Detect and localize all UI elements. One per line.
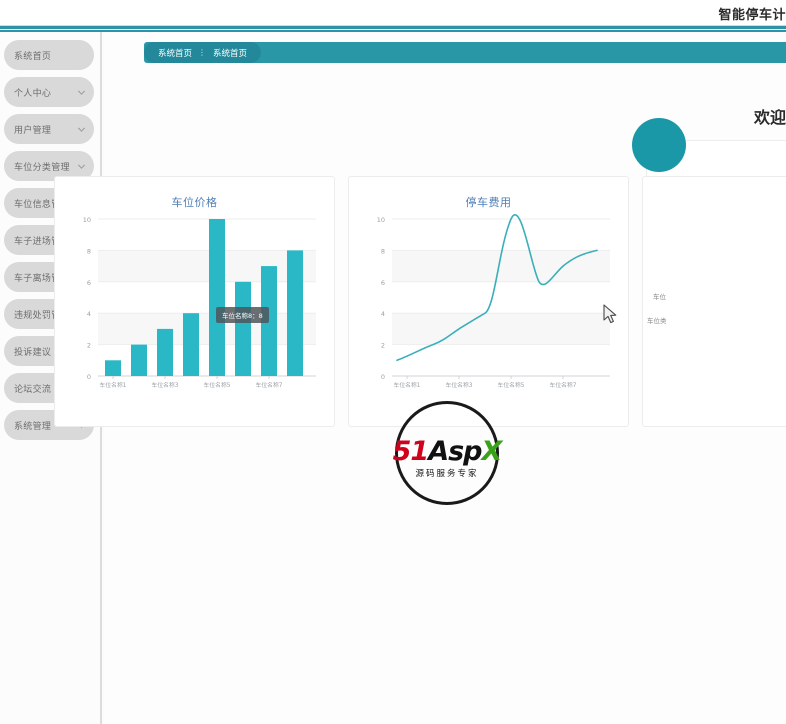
sidebar-item-label: 车子离场管理 — [14, 273, 70, 284]
sidebar-item-label: 车子进场管理 — [14, 236, 70, 247]
svg-text:10: 10 — [83, 216, 91, 224]
sidebar-nav: 系统首页个人中心用户管理车位分类管理 车位信息管理 车子进场管理 车子离场管理 违规处罚… — [0, 32, 102, 724]
svg-text:车位名称7: 车位名称7 — [256, 381, 283, 389]
breadcrumb-bar: 系统首页 ⋮ 系统首页 — [144, 42, 786, 63]
svg-text:8: 8 — [381, 247, 385, 255]
bar-series — [105, 219, 303, 376]
mouse-cursor-icon — [603, 304, 617, 324]
chevron-down-icon — [77, 124, 86, 132]
breadcrumb[interactable]: 系统首页 ⋮ 系统首页 — [144, 42, 262, 63]
sidebar-item-2[interactable]: 用户管理 — [4, 114, 94, 144]
svg-text:车位名称3: 车位名称3 — [152, 381, 179, 389]
breadcrumb-home[interactable]: 系统首页 — [158, 48, 193, 59]
parking-price-title: 车位价格 — [171, 196, 218, 209]
svg-text:车位名称1: 车位名称1 — [100, 381, 127, 389]
sidebar-item-label: 车位信息管理 — [14, 199, 70, 210]
parking-fee-card: 停车费用 10 8 6 4 2 — [348, 176, 629, 427]
chevron-down-icon — [77, 87, 86, 95]
breadcrumb-current: 系统首页 — [213, 48, 248, 59]
header-divider — [0, 25, 786, 30]
breadcrumb-separator-icon: ⋮ — [198, 48, 208, 57]
svg-text:2: 2 — [87, 342, 91, 350]
sidebar-item-label: 投诉建议 — [14, 347, 52, 358]
svg-text:4: 4 — [381, 310, 385, 318]
svg-text:0: 0 — [381, 373, 385, 381]
sidebar-item-label: 车位分类管理 — [14, 162, 70, 173]
svg-text:6: 6 — [87, 279, 91, 287]
sidebar-item-1[interactable]: 个人中心 — [4, 77, 94, 107]
sidebar-item-label: 论坛交流 — [14, 384, 52, 395]
parking-fee-title: 停车费用 — [465, 196, 512, 209]
dashboard-cards: 车位价格 10 8 — [54, 176, 786, 427]
sidebar-item-label: 违规处罚管理 — [14, 310, 70, 321]
header-divider-accent — [0, 30, 786, 32]
welcome-title: 欢迎 — [753, 108, 786, 127]
parking-category-card: 车位 车位类 — [642, 176, 786, 427]
svg-text:车位名称1: 车位名称1 — [394, 381, 421, 389]
line-series — [396, 214, 598, 362]
svg-text:8: 8 — [87, 247, 91, 255]
svg-text:2: 2 — [381, 342, 385, 350]
svg-text:车位名称3: 车位名称3 — [446, 381, 473, 389]
sidebar-item-label: 系统管理 — [14, 421, 52, 432]
chevron-down-icon — [77, 161, 86, 169]
app-title: 智能停车计 — [718, 8, 786, 23]
svg-text:10: 10 — [377, 216, 385, 224]
pie-legend-item-1: 车位类 — [647, 317, 667, 325]
bar-tooltip: 车位名称8：8 — [216, 307, 269, 323]
parking-price-chart[interactable]: 10 8 6 4 2 0 — [55, 213, 335, 393]
svg-text:车位名称7: 车位名称7 — [550, 381, 577, 389]
pie-legend-item-0: 车位 — [653, 293, 666, 301]
top-header: 智能停车计 — [0, 0, 786, 26]
sidebar-item-label: 个人中心 — [14, 88, 52, 99]
sidebar-item-label: 系统首页 — [14, 51, 52, 62]
sidebar-item-0[interactable]: 系统首页 — [4, 40, 94, 70]
svg-text:6: 6 — [381, 279, 385, 287]
svg-text:0: 0 — [87, 373, 91, 381]
parking-fee-chart[interactable]: 10 8 6 4 2 0 车位名称1 车位名称3 — [349, 213, 629, 393]
svg-text:车位名称5: 车位名称5 — [498, 381, 525, 389]
avatar[interactable] — [632, 118, 686, 172]
svg-text:车位名称5: 车位名称5 — [204, 381, 231, 389]
sidebar-item-label: 用户管理 — [14, 125, 52, 136]
parking-price-card: 车位价格 10 8 — [54, 176, 335, 427]
svg-text:4: 4 — [87, 310, 91, 318]
